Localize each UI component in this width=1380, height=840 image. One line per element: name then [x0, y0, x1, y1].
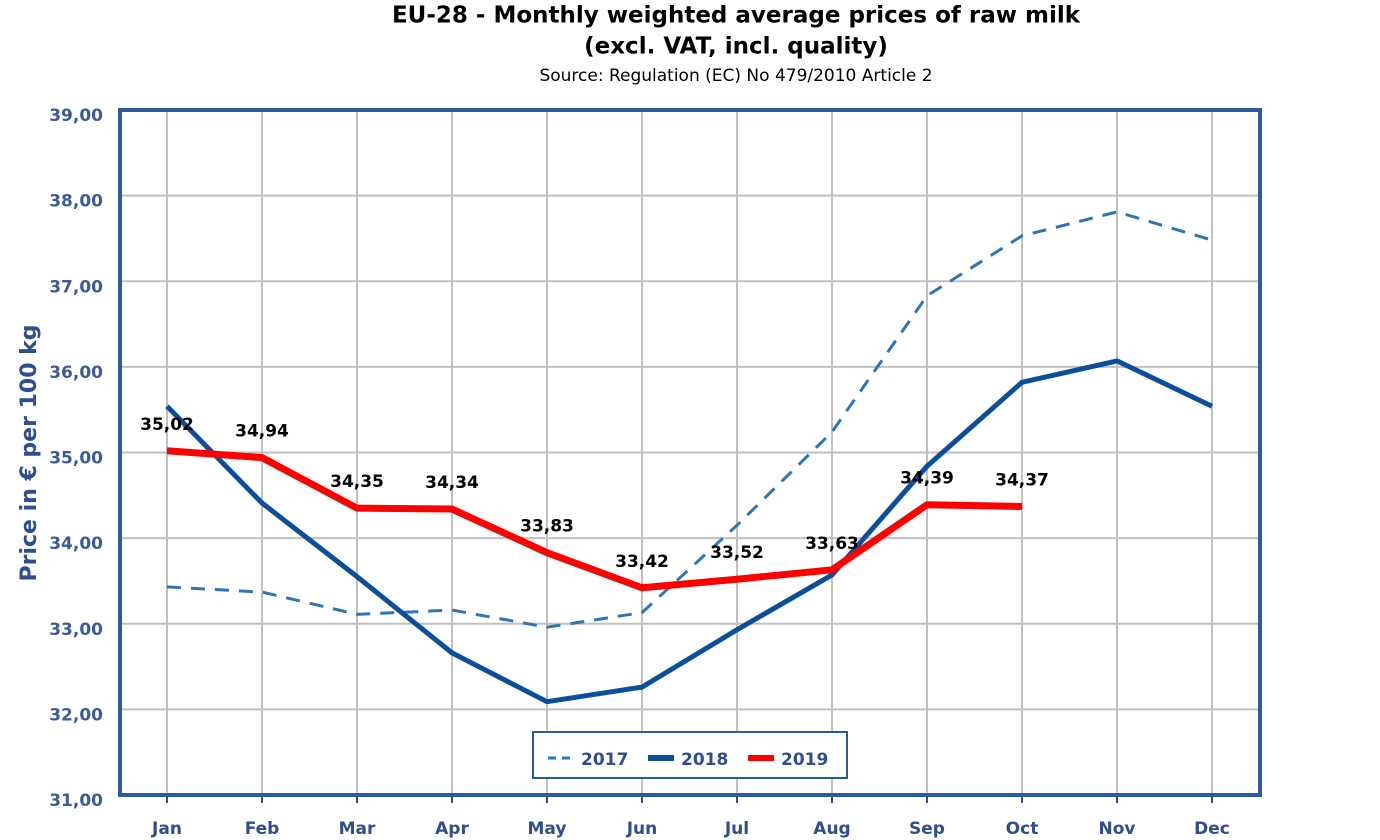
data-label: 33,83: [520, 517, 574, 537]
y-tick-label: 32,00: [49, 705, 103, 725]
line-series: [166, 447, 1023, 592]
x-tick-label: Sep: [909, 819, 945, 839]
x-tick-label: Apr: [435, 819, 469, 839]
chart-title: EU-28 - Monthly weighted average prices …: [392, 3, 1081, 29]
x-tick-label: Jul: [724, 819, 749, 839]
y-axis-label: Price in € per 100 kg: [17, 324, 42, 581]
data-label: 33,42: [615, 552, 669, 572]
x-tick-label: Mar: [339, 819, 376, 839]
data-label: 34,34: [425, 473, 479, 493]
y-tick-label: 33,00: [49, 620, 103, 640]
data-label: 35,02: [140, 415, 194, 435]
plot-frame: [118, 108, 1262, 797]
data-label: 34,37: [995, 470, 1049, 490]
x-tick-label: Feb: [245, 819, 280, 839]
line-series: [165, 358, 1214, 705]
source: Source: Regulation (EC) No 479/2010 Arti…: [539, 66, 932, 86]
y-tick-label: 39,00: [49, 106, 103, 126]
y-tick-label: 38,00: [49, 192, 103, 212]
chart-subtitle: (excl. VAT, incl. quality): [584, 34, 888, 60]
x-tick-label: May: [528, 819, 567, 839]
legend-label: 2019: [781, 750, 828, 770]
x-tick-label: Aug: [813, 819, 850, 839]
data-label: 33,52: [710, 543, 764, 563]
x-tick-label: Jan: [151, 819, 182, 839]
x-tick-label: Oct: [1006, 819, 1039, 839]
data-label: 34,35: [330, 472, 384, 492]
y-tick-label: 36,00: [49, 363, 103, 383]
y-tick-label: 31,00: [49, 791, 103, 811]
y-tick-label: 35,00: [49, 449, 103, 469]
x-tick-label: Nov: [1099, 819, 1136, 839]
legend-label: 2017: [581, 750, 628, 770]
line-series: [166, 210, 1213, 629]
x-tick-label: Dec: [1194, 819, 1230, 839]
legend: 2017 2018 2019: [532, 731, 848, 779]
data-label: 34,94: [235, 422, 289, 442]
y-tick-label: 37,00: [49, 277, 103, 297]
legend-label: 2018: [681, 750, 728, 770]
data-label: 33,63: [805, 534, 859, 554]
legend-box: [532, 731, 848, 779]
y-tick-label: 34,00: [49, 534, 103, 554]
data-label: 34,39: [900, 469, 954, 489]
x-tick-label: Jun: [626, 819, 658, 839]
